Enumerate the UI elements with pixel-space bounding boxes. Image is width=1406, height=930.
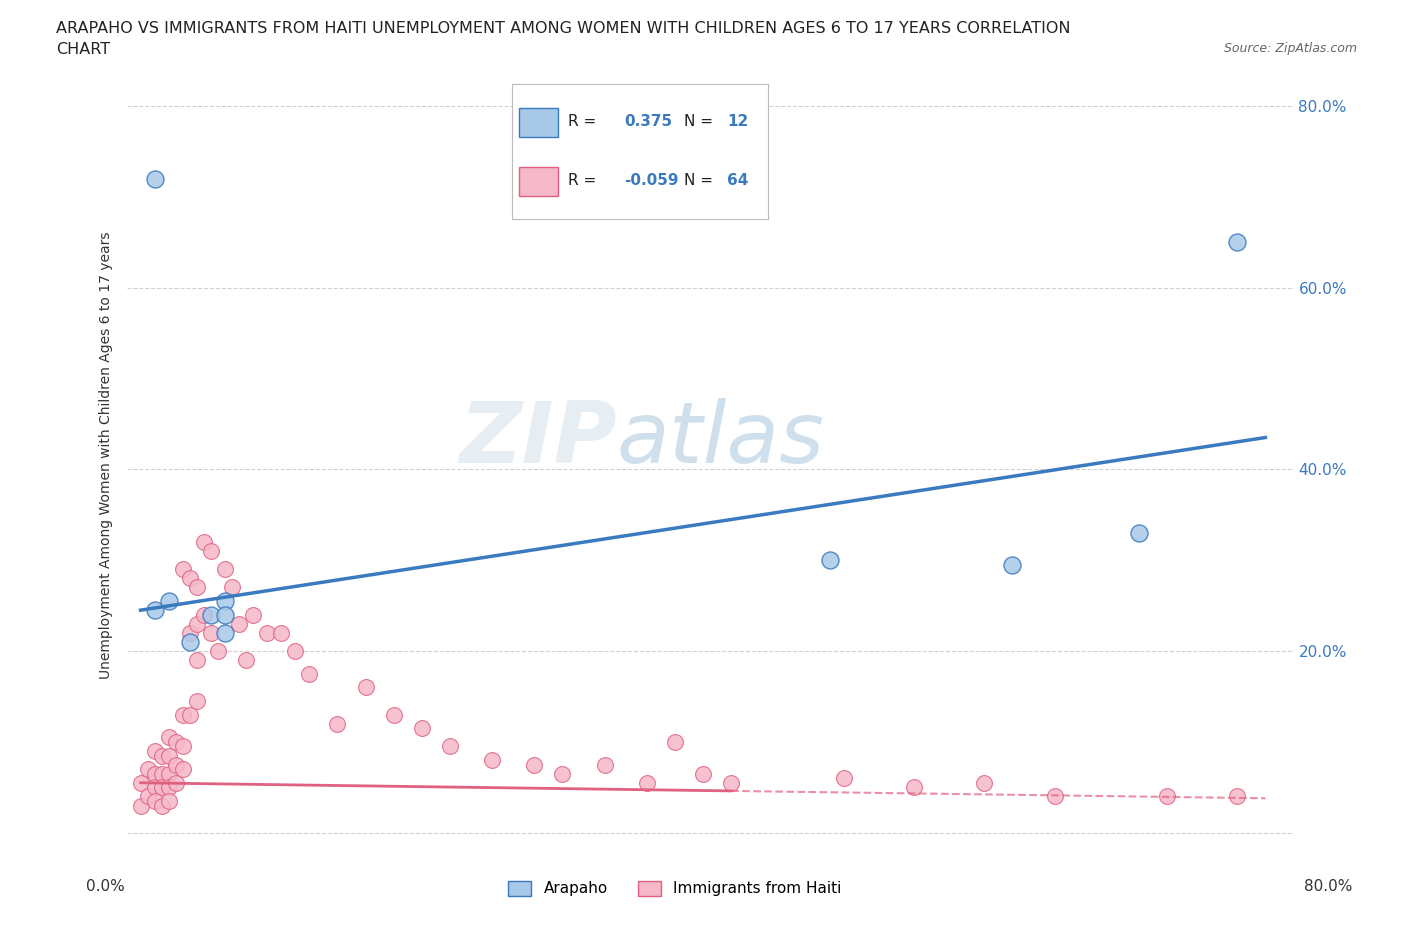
Point <box>481 752 503 767</box>
Point <box>200 626 222 641</box>
Legend: Arapaho, Immigrants from Haiti: Arapaho, Immigrants from Haiti <box>502 874 848 903</box>
Point <box>270 626 292 641</box>
Point <box>136 789 159 804</box>
Point <box>214 593 236 608</box>
Point <box>382 707 405 722</box>
Point <box>157 793 180 808</box>
Text: ARAPAHO VS IMMIGRANTS FROM HAITI UNEMPLOYMENT AMONG WOMEN WITH CHILDREN AGES 6 T: ARAPAHO VS IMMIGRANTS FROM HAITI UNEMPLO… <box>56 21 1071 36</box>
Point <box>129 798 152 813</box>
Point <box>157 780 180 795</box>
Point <box>551 766 574 781</box>
Point <box>200 607 222 622</box>
Point <box>214 562 236 577</box>
Point <box>207 644 229 658</box>
Point <box>242 607 264 622</box>
Point <box>1226 789 1249 804</box>
Point <box>200 544 222 559</box>
Point <box>150 780 173 795</box>
Point <box>326 716 349 731</box>
Point <box>179 571 201 586</box>
Point <box>439 739 461 754</box>
Point <box>186 653 208 668</box>
Point <box>1128 525 1150 540</box>
Point <box>832 771 855 786</box>
Point <box>165 735 187 750</box>
Point <box>256 626 278 641</box>
Point <box>129 776 152 790</box>
Point <box>143 603 166 618</box>
Point <box>143 171 166 186</box>
Point <box>150 766 173 781</box>
Point <box>411 721 433 736</box>
Point <box>1001 557 1024 572</box>
Point <box>172 562 194 577</box>
Point <box>692 766 714 781</box>
Point <box>664 735 686 750</box>
Point <box>157 748 180 763</box>
Point <box>165 776 187 790</box>
Point <box>193 607 215 622</box>
Point <box>1156 789 1178 804</box>
Point <box>157 730 180 745</box>
Point <box>150 798 173 813</box>
Point <box>298 666 321 681</box>
Point <box>720 776 742 790</box>
Point <box>165 757 187 772</box>
Point <box>179 626 201 641</box>
Y-axis label: Unemployment Among Women with Children Ages 6 to 17 years: Unemployment Among Women with Children A… <box>100 232 114 680</box>
Point <box>157 766 180 781</box>
Point <box>172 762 194 777</box>
Point <box>143 793 166 808</box>
Point <box>523 757 546 772</box>
Text: 0.0%: 0.0% <box>86 879 125 894</box>
Point <box>186 694 208 709</box>
Point <box>136 762 159 777</box>
Point <box>1043 789 1066 804</box>
Point <box>143 780 166 795</box>
Point <box>903 780 925 795</box>
Point <box>179 707 201 722</box>
Point <box>172 739 194 754</box>
Point <box>193 535 215 550</box>
Text: 80.0%: 80.0% <box>1305 879 1353 894</box>
Point <box>186 580 208 595</box>
Point <box>593 757 616 772</box>
Point <box>143 766 166 781</box>
Point <box>214 607 236 622</box>
Point <box>157 593 180 608</box>
Point <box>973 776 995 790</box>
Point <box>1226 234 1249 249</box>
Point <box>354 680 377 695</box>
Text: ZIP: ZIP <box>458 398 617 482</box>
Text: atlas: atlas <box>617 398 825 482</box>
Point <box>143 744 166 759</box>
Point <box>186 617 208 631</box>
Text: Source: ZipAtlas.com: Source: ZipAtlas.com <box>1223 42 1357 55</box>
Text: CHART: CHART <box>56 42 110 57</box>
Point <box>214 626 236 641</box>
Point <box>636 776 658 790</box>
Point <box>818 552 841 567</box>
Point <box>179 634 201 649</box>
Point <box>172 707 194 722</box>
Point <box>235 653 257 668</box>
Point <box>150 748 173 763</box>
Point <box>284 644 307 658</box>
Point <box>221 580 243 595</box>
Point <box>228 617 250 631</box>
